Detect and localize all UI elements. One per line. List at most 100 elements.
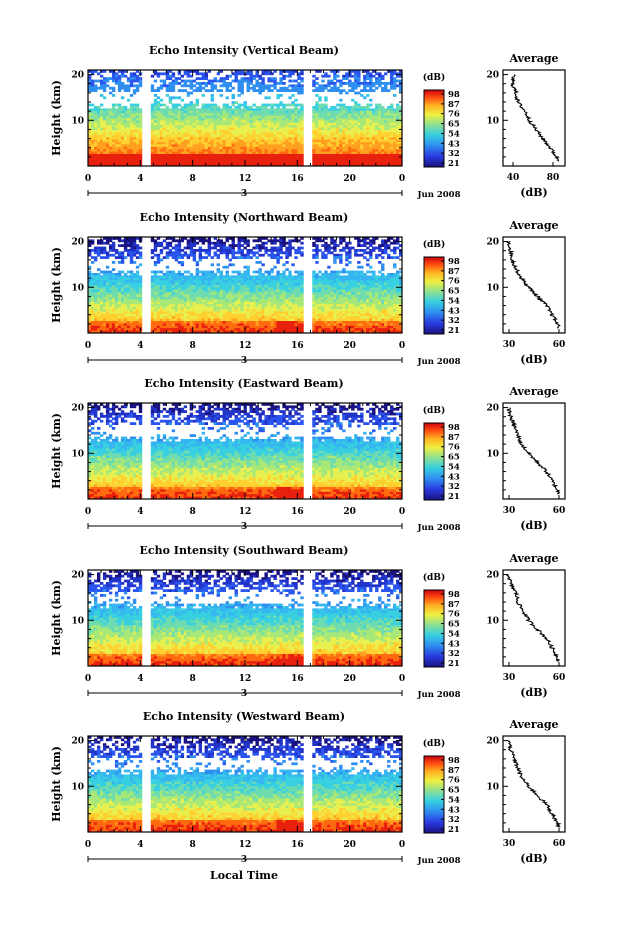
echo-cell	[225, 277, 229, 281]
echo-cell	[399, 270, 403, 274]
echo-cell	[243, 285, 247, 288]
echo-cell	[345, 118, 349, 121]
echo-cell	[219, 125, 223, 128]
echo-cell	[213, 163, 217, 167]
echo-cell	[102, 120, 107, 124]
echo-cell	[318, 127, 322, 131]
echo-cell	[264, 161, 268, 164]
echo-cell	[363, 127, 367, 131]
echo-cell	[222, 84, 226, 88]
echo-cell	[294, 163, 298, 167]
echo-cell	[228, 149, 232, 152]
echo-cell	[213, 106, 217, 109]
echo-cell	[228, 161, 232, 164]
echo-cell	[285, 249, 289, 252]
echo-cell	[120, 294, 125, 298]
echo-cell	[381, 265, 385, 269]
echo-cell	[288, 244, 292, 247]
echo-cell	[360, 134, 364, 138]
echo-cell	[150, 251, 155, 255]
echo-cell	[108, 70, 113, 73]
echo-cell	[225, 249, 229, 252]
echo-cell	[225, 149, 229, 152]
echo-cell	[258, 163, 262, 167]
echo-cell	[96, 151, 101, 155]
echo-cell	[183, 161, 188, 164]
echo-cell	[243, 146, 247, 150]
echo-cell	[336, 156, 340, 160]
echo-cell	[393, 113, 397, 116]
echo-cell	[183, 277, 188, 281]
echo-cell	[108, 77, 113, 80]
echo-cell	[216, 144, 220, 148]
echo-cell	[186, 108, 191, 112]
echo-cell	[354, 149, 358, 152]
echo-cell	[195, 142, 200, 145]
echo-cell	[105, 270, 110, 274]
echo-cell	[330, 118, 334, 121]
echo-cell	[237, 106, 241, 109]
echo-cell	[390, 280, 394, 283]
echo-cell	[201, 151, 206, 155]
echo-cell	[321, 253, 325, 257]
echo-cell	[252, 139, 256, 143]
echo-cell	[261, 142, 265, 145]
echo-cell	[231, 244, 235, 247]
echo-cell	[168, 282, 173, 286]
echo-cell	[249, 158, 253, 162]
echo-cell	[159, 139, 164, 143]
echo-cell	[318, 96, 322, 100]
echo-cell	[120, 253, 125, 257]
echo-cell	[258, 277, 262, 281]
echo-cell	[333, 137, 337, 140]
echo-cell	[360, 89, 364, 92]
echo-cell	[252, 89, 256, 92]
x-tick-label: 16	[291, 174, 304, 184]
echo-cell	[102, 108, 107, 112]
echo-cell	[261, 156, 265, 160]
echo-cell	[213, 149, 217, 152]
echo-cell	[126, 294, 131, 298]
echo-cell	[396, 122, 400, 126]
echo-cell	[387, 110, 391, 114]
echo-cell	[234, 79, 238, 83]
echo-cell	[354, 115, 358, 119]
echo-cell	[297, 108, 301, 112]
echo-cell	[270, 294, 274, 298]
echo-cell	[228, 251, 232, 255]
echo-cell	[348, 122, 352, 126]
echo-cell	[96, 113, 101, 116]
echo-cell	[360, 122, 364, 126]
echo-cell	[234, 149, 238, 152]
echo-cell	[162, 139, 167, 143]
echo-cell	[93, 139, 98, 143]
echo-cell	[387, 285, 391, 288]
echo-cell	[315, 249, 319, 252]
echo-cell	[90, 161, 95, 164]
echo-cell	[150, 125, 155, 128]
echo-cell	[240, 251, 244, 255]
echo-cell	[219, 275, 223, 279]
echo-cell	[285, 149, 289, 152]
echo-cell	[393, 239, 397, 243]
echo-cell	[387, 297, 391, 300]
echo-cell	[165, 282, 170, 286]
echo-cell	[345, 275, 349, 279]
echo-cell	[171, 86, 176, 90]
echo-cell	[327, 79, 331, 83]
echo-cell	[288, 294, 292, 298]
echo-cell	[111, 86, 116, 90]
echo-cell	[372, 287, 376, 291]
echo-cell	[111, 244, 116, 247]
echo-cell	[111, 275, 116, 279]
echo-cell	[264, 118, 268, 121]
echo-cell	[282, 156, 286, 160]
echo-cell	[267, 122, 271, 126]
echo-cell	[243, 110, 247, 114]
echo-cell	[270, 108, 274, 112]
echo-cell	[114, 74, 119, 78]
echo-cell	[165, 74, 170, 78]
echo-cell	[336, 280, 340, 283]
echo-cell	[99, 122, 104, 126]
echo-cell	[177, 161, 182, 164]
